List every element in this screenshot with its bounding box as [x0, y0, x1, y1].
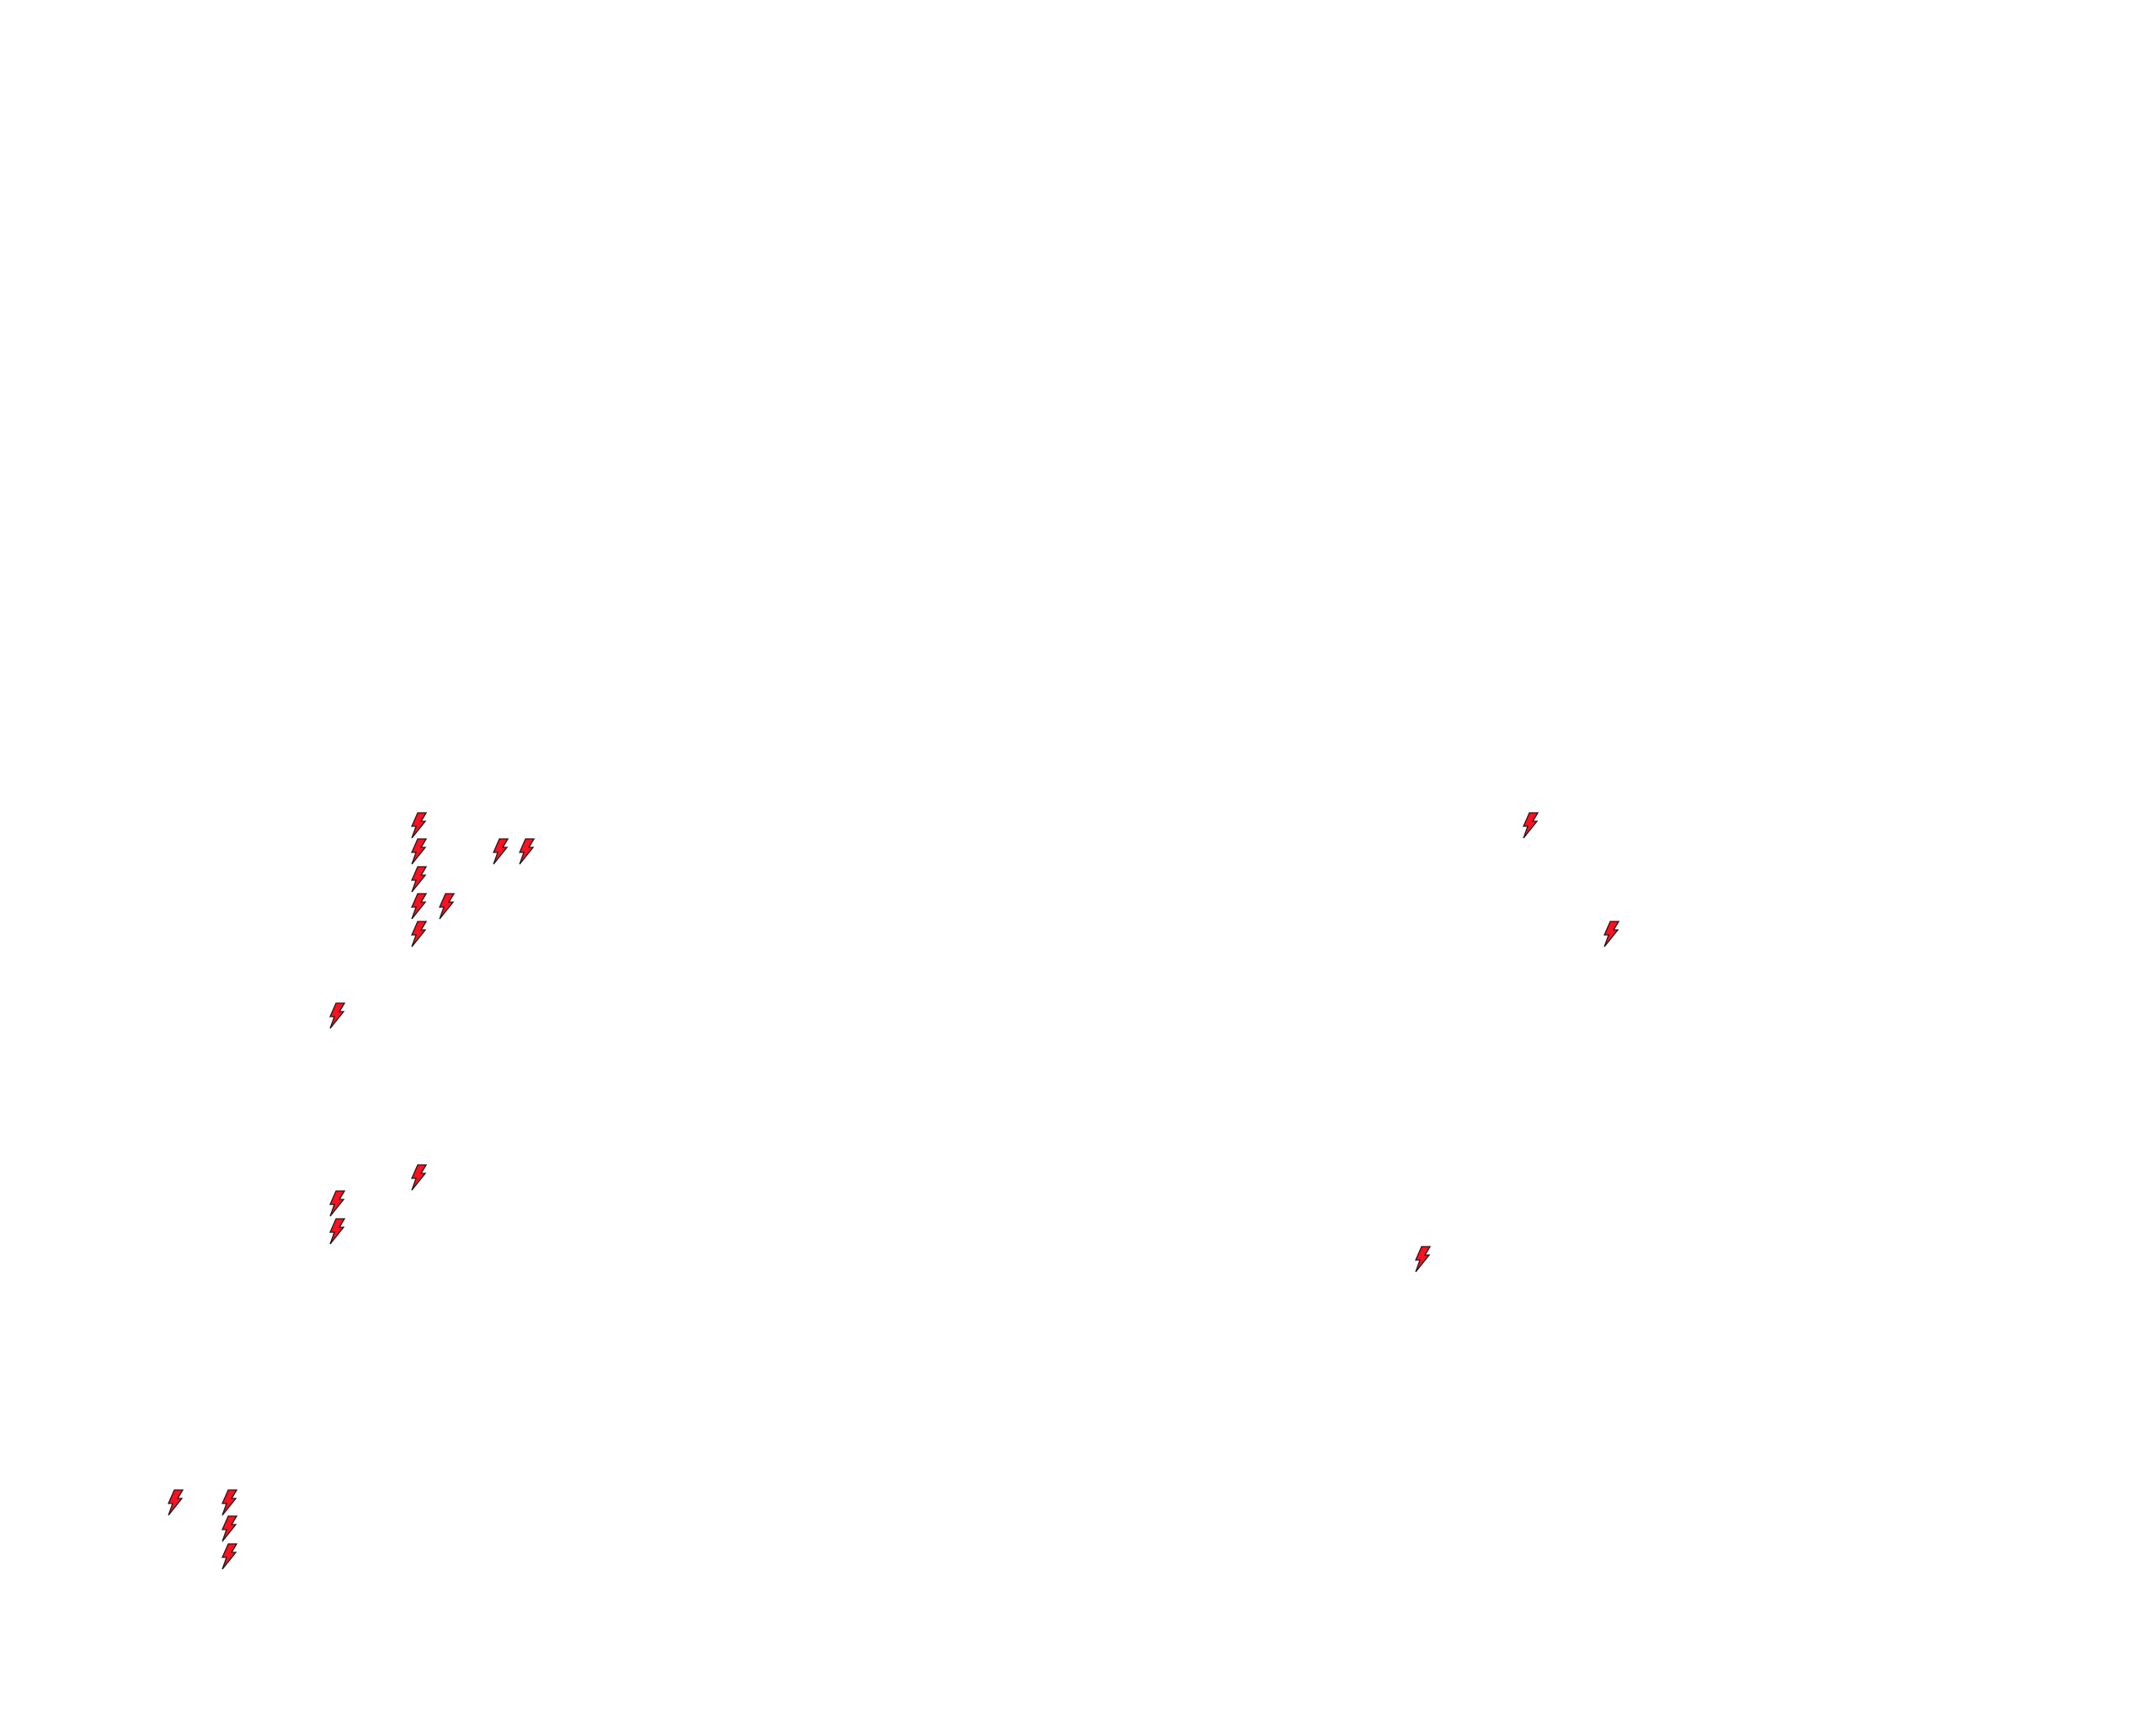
lightning-bolt-icon [410, 921, 427, 948]
lightning-bolt-icon [410, 838, 427, 865]
lightning-bolt-icon [410, 866, 427, 893]
lightning-bolt-icon [1603, 921, 1620, 948]
lightning-bolt-icon [328, 1218, 345, 1245]
lightning-bolt-icon [328, 1002, 345, 1029]
lightning-bolt-icon [1414, 1246, 1431, 1273]
lightning-bolt-icon [328, 1190, 345, 1217]
lightning-bolt-icon [410, 812, 427, 839]
lightning-bolt-icon [1522, 812, 1539, 839]
lightning-bolt-icon [438, 893, 455, 920]
lightning-bolt-icon [410, 1164, 427, 1191]
lightning-bolt-icon [221, 1543, 237, 1570]
lightning-bolt-icon [410, 893, 427, 920]
lightning-bolt-icon [492, 838, 509, 865]
lightning-bolt-icon [167, 1489, 184, 1516]
lightning-bolt-icon [221, 1515, 237, 1542]
lightning-bolt-icon [221, 1489, 237, 1516]
lightning-bolt-icon [518, 838, 535, 865]
